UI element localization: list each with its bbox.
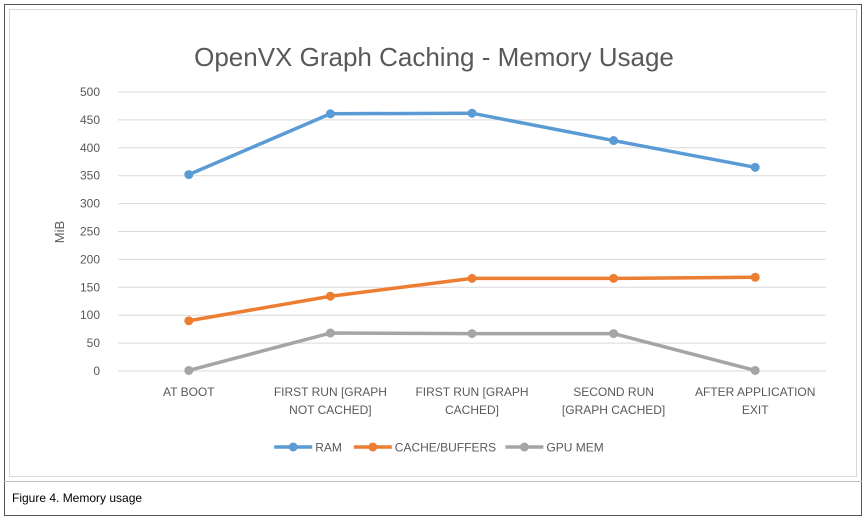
- data-point-gpu-mem: [467, 329, 477, 339]
- y-tick-label: 350: [80, 169, 100, 183]
- x-tick-label: SECOND RUN [GRAPH CACHED]: [562, 385, 665, 417]
- x-tick-label: FIRST RUN [GRAPH CACHED]: [415, 385, 528, 417]
- x-tick-label: FIRST RUN [GRAPH NOT CACHED]: [274, 385, 387, 417]
- data-point-gpu-mem: [184, 365, 194, 375]
- series-line-ram: [188, 111, 756, 177]
- data-point-gpu-mem: [325, 328, 335, 338]
- y-tick-label: 200: [80, 252, 100, 266]
- legend-marker-ram: [288, 442, 298, 452]
- y-axis-label: MiB: [52, 221, 67, 243]
- y-tick-label: 250: [80, 225, 100, 239]
- legend-label-cache-buffers: CACHE/BUFFERS: [395, 441, 496, 455]
- data-point-gpu-mem: [750, 365, 760, 375]
- gridlines: [118, 91, 826, 372]
- data-point-ram: [467, 108, 477, 118]
- legend: RAM CACHE/BUFFERS GPU MEM: [274, 441, 604, 455]
- data-point-cache-buffers: [184, 316, 194, 326]
- chart-area: [9, 9, 857, 477]
- figure-caption: Figure 4. Memory usage: [12, 491, 143, 505]
- data-point-cache-buffers: [325, 291, 335, 301]
- y-tick-label: 100: [80, 308, 100, 322]
- legend-marker-gpu-mem: [519, 442, 529, 452]
- data-point-cache-buffers: [609, 273, 619, 283]
- legend-label-ram: RAM: [315, 441, 342, 455]
- data-point-cache-buffers: [467, 273, 477, 283]
- series-lines: [184, 108, 760, 375]
- data-point-ram: [609, 136, 619, 146]
- caption-bar: Figure 4. Memory usage: [4, 481, 862, 515]
- y-tick-label: 500: [80, 85, 100, 99]
- legend-label-gpu-mem: GPU MEM: [546, 441, 603, 455]
- figure-frame: [4, 4, 862, 516]
- data-point-cache-buffers: [750, 272, 760, 282]
- x-tick-label: AT BOOT: [163, 385, 215, 399]
- legend-marker-cache-buffers: [368, 442, 378, 452]
- series-line-gpu-mem: [188, 331, 756, 373]
- x-tick-label: AFTER APPLICATION EXIT: [695, 385, 815, 417]
- chart-title: OpenVX Graph Caching - Memory Usage: [194, 42, 674, 72]
- y-tick-label: 450: [80, 113, 100, 127]
- y-tick-labels: 0 50 100 150 200 250 300 350 400 450 500: [80, 85, 100, 378]
- data-point-gpu-mem: [609, 329, 619, 339]
- y-tick-label: 0: [93, 364, 100, 378]
- x-tick-labels: AT BOOT FIRST RUN [GRAPH NOT CACHED] FIRST …: [163, 385, 815, 417]
- y-tick-label: 150: [80, 280, 100, 294]
- y-tick-label: 400: [80, 141, 100, 155]
- series-line-cache-buffers: [188, 275, 756, 323]
- y-tick-label: 300: [80, 197, 100, 211]
- y-tick-label: 50: [87, 336, 101, 350]
- data-point-ram: [750, 162, 760, 172]
- data-point-ram: [325, 109, 335, 119]
- data-point-ram: [184, 170, 194, 180]
